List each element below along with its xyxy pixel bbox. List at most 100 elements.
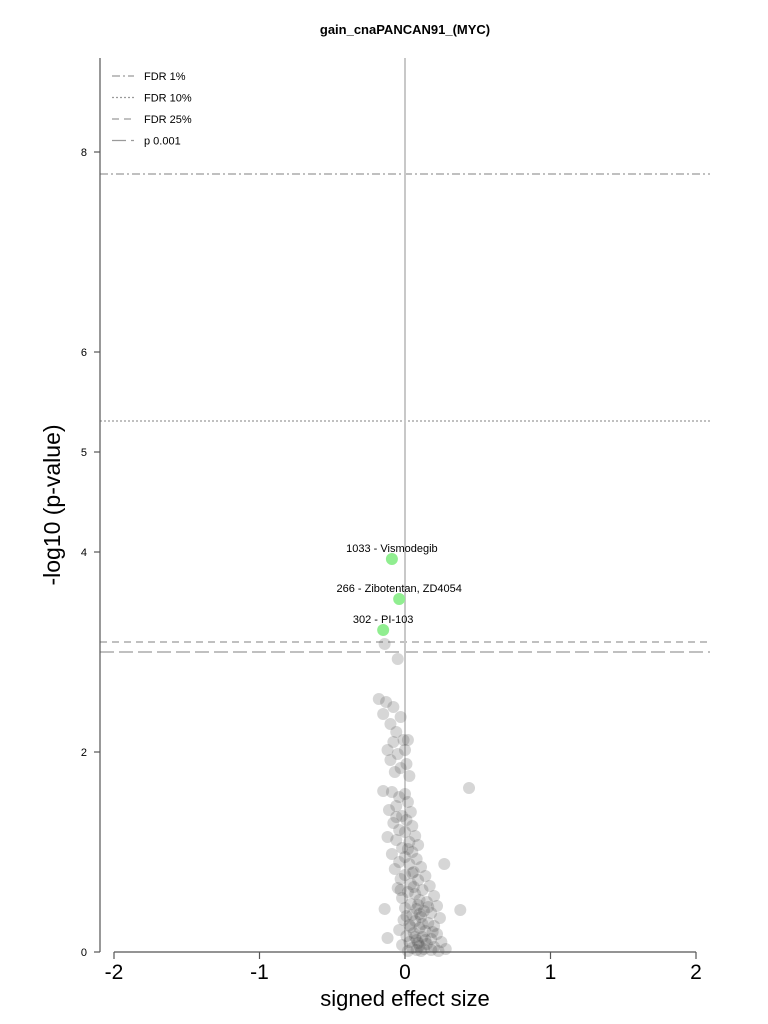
data-point <box>401 843 414 855</box>
data-point <box>399 902 411 914</box>
data-point <box>401 886 414 898</box>
data-point <box>394 884 407 896</box>
data-point <box>416 884 429 896</box>
data-point <box>409 830 422 842</box>
data-point <box>403 836 416 848</box>
data-point <box>399 869 411 881</box>
data-point <box>382 804 395 816</box>
data-point <box>385 848 398 860</box>
legend: FDR 1% FDR 10% FDR 25% p 0.001 <box>112 71 192 148</box>
data-point <box>403 936 416 948</box>
data-point <box>432 945 445 957</box>
data-point <box>428 920 441 932</box>
data-point <box>428 941 441 953</box>
data-point <box>413 922 426 934</box>
data-points <box>372 638 476 957</box>
data-point <box>387 736 400 748</box>
data-point <box>390 726 403 738</box>
data-point <box>400 814 413 826</box>
data-point <box>381 932 394 944</box>
data-point <box>425 907 438 919</box>
data-point <box>377 785 390 797</box>
data-point <box>428 890 441 902</box>
x-tick-label: -1 <box>250 961 269 984</box>
data-point <box>404 878 417 890</box>
data-point <box>410 853 423 865</box>
data-point <box>406 867 419 879</box>
data-point <box>409 888 422 900</box>
data-point <box>404 921 417 933</box>
data-point <box>406 942 419 954</box>
highlighted-point-1 <box>393 593 406 605</box>
data-point <box>406 909 419 921</box>
y-tick-label: 2 <box>81 747 87 759</box>
data-point <box>419 925 432 937</box>
y-tick-label: 5 <box>81 447 87 459</box>
highlight-label-2: 302 - PI-103 <box>353 614 414 626</box>
data-point <box>387 817 400 829</box>
data-point <box>394 711 407 723</box>
data-point <box>393 791 406 803</box>
data-point <box>406 820 419 832</box>
data-point <box>416 931 429 943</box>
data-point <box>384 754 397 766</box>
data-point <box>381 744 394 756</box>
data-point <box>416 918 429 930</box>
data-point <box>387 701 400 713</box>
data-point <box>404 806 417 818</box>
legend-label-2: FDR 25% <box>144 114 192 126</box>
data-point <box>431 900 444 912</box>
data-point <box>426 926 439 938</box>
highlighted-point-0 <box>385 553 398 565</box>
data-point <box>399 788 411 800</box>
data-point <box>420 938 433 950</box>
data-point <box>410 934 423 946</box>
data-point <box>401 945 414 957</box>
y-tick-label: 8 <box>81 147 87 159</box>
data-point <box>413 894 426 906</box>
data-point <box>384 718 397 730</box>
data-point <box>425 933 438 945</box>
data-point <box>377 708 390 720</box>
y-axis-label: -log10 (p-value) <box>39 424 65 585</box>
x-tick-label: 2 <box>690 961 702 984</box>
data-point <box>438 858 451 870</box>
data-point <box>419 870 432 882</box>
data-point <box>407 881 420 893</box>
data-point <box>396 810 409 822</box>
data-point <box>396 842 409 854</box>
data-point <box>403 919 416 931</box>
data-point <box>423 880 436 892</box>
data-point <box>431 928 444 940</box>
data-point <box>415 861 428 873</box>
data-point <box>401 734 414 746</box>
data-point <box>412 839 425 851</box>
x-tick-label: 1 <box>545 961 557 984</box>
data-point <box>397 734 410 746</box>
data-point <box>394 873 407 885</box>
data-point <box>393 924 406 936</box>
data-point <box>410 944 423 956</box>
axes: -2 -1 0 1 2 0 2 4 5 6 8 <box>81 58 702 984</box>
data-point <box>388 766 401 778</box>
data-point <box>412 899 425 911</box>
data-point <box>400 758 413 770</box>
data-point <box>399 744 411 756</box>
data-point <box>400 910 413 922</box>
data-point <box>400 930 413 942</box>
data-point <box>403 858 416 870</box>
data-point <box>397 914 410 926</box>
data-point <box>410 903 423 915</box>
data-point <box>407 866 420 878</box>
x-tick-label: -2 <box>105 961 124 984</box>
data-point <box>394 762 407 774</box>
data-point <box>415 945 428 957</box>
data-point <box>413 940 426 952</box>
data-point <box>419 934 432 946</box>
data-point <box>380 696 393 708</box>
y-tick-label: 4 <box>81 547 87 559</box>
data-point <box>415 911 428 923</box>
highlight-label-1: 266 - Zibotentan, ZD4054 <box>337 583 462 595</box>
data-point <box>435 936 448 948</box>
